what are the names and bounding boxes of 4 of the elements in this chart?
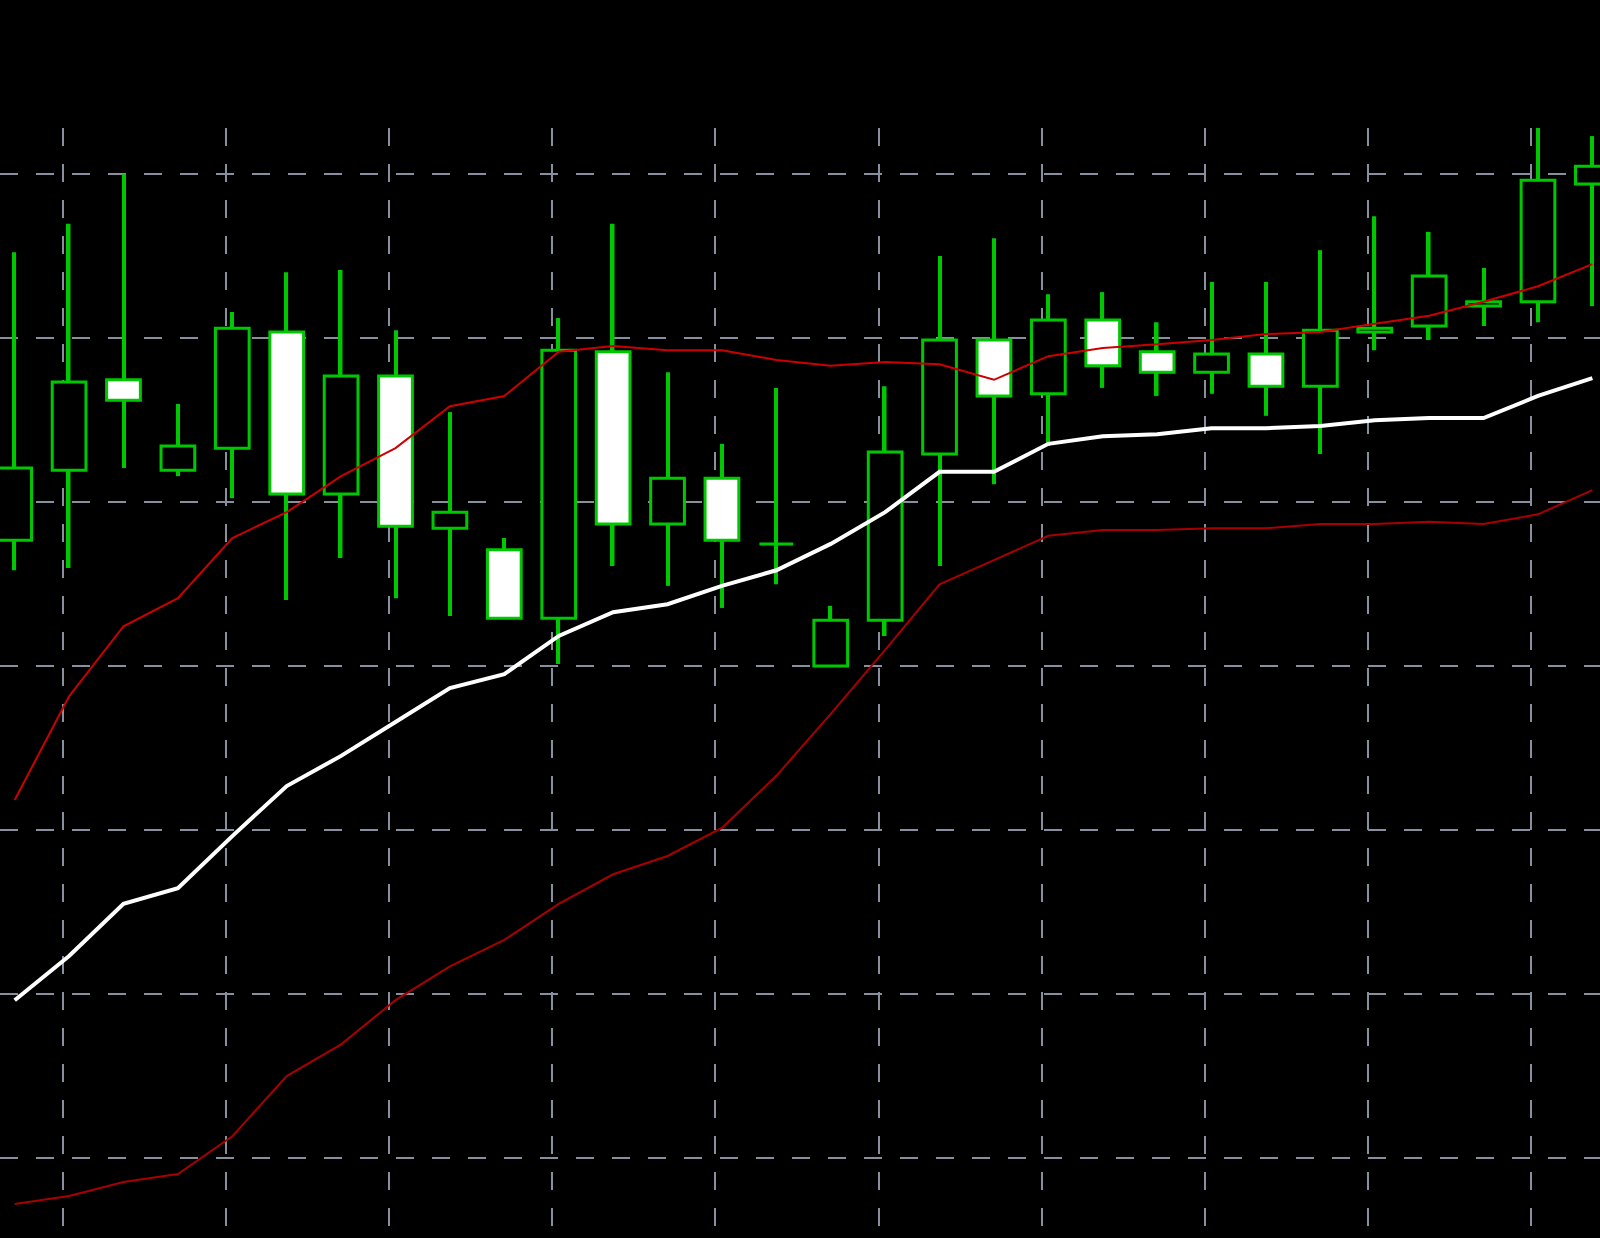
candlestick <box>757 387 795 585</box>
candlestick <box>1356 216 1394 351</box>
candlestick <box>431 412 469 617</box>
candlestick <box>105 174 142 469</box>
